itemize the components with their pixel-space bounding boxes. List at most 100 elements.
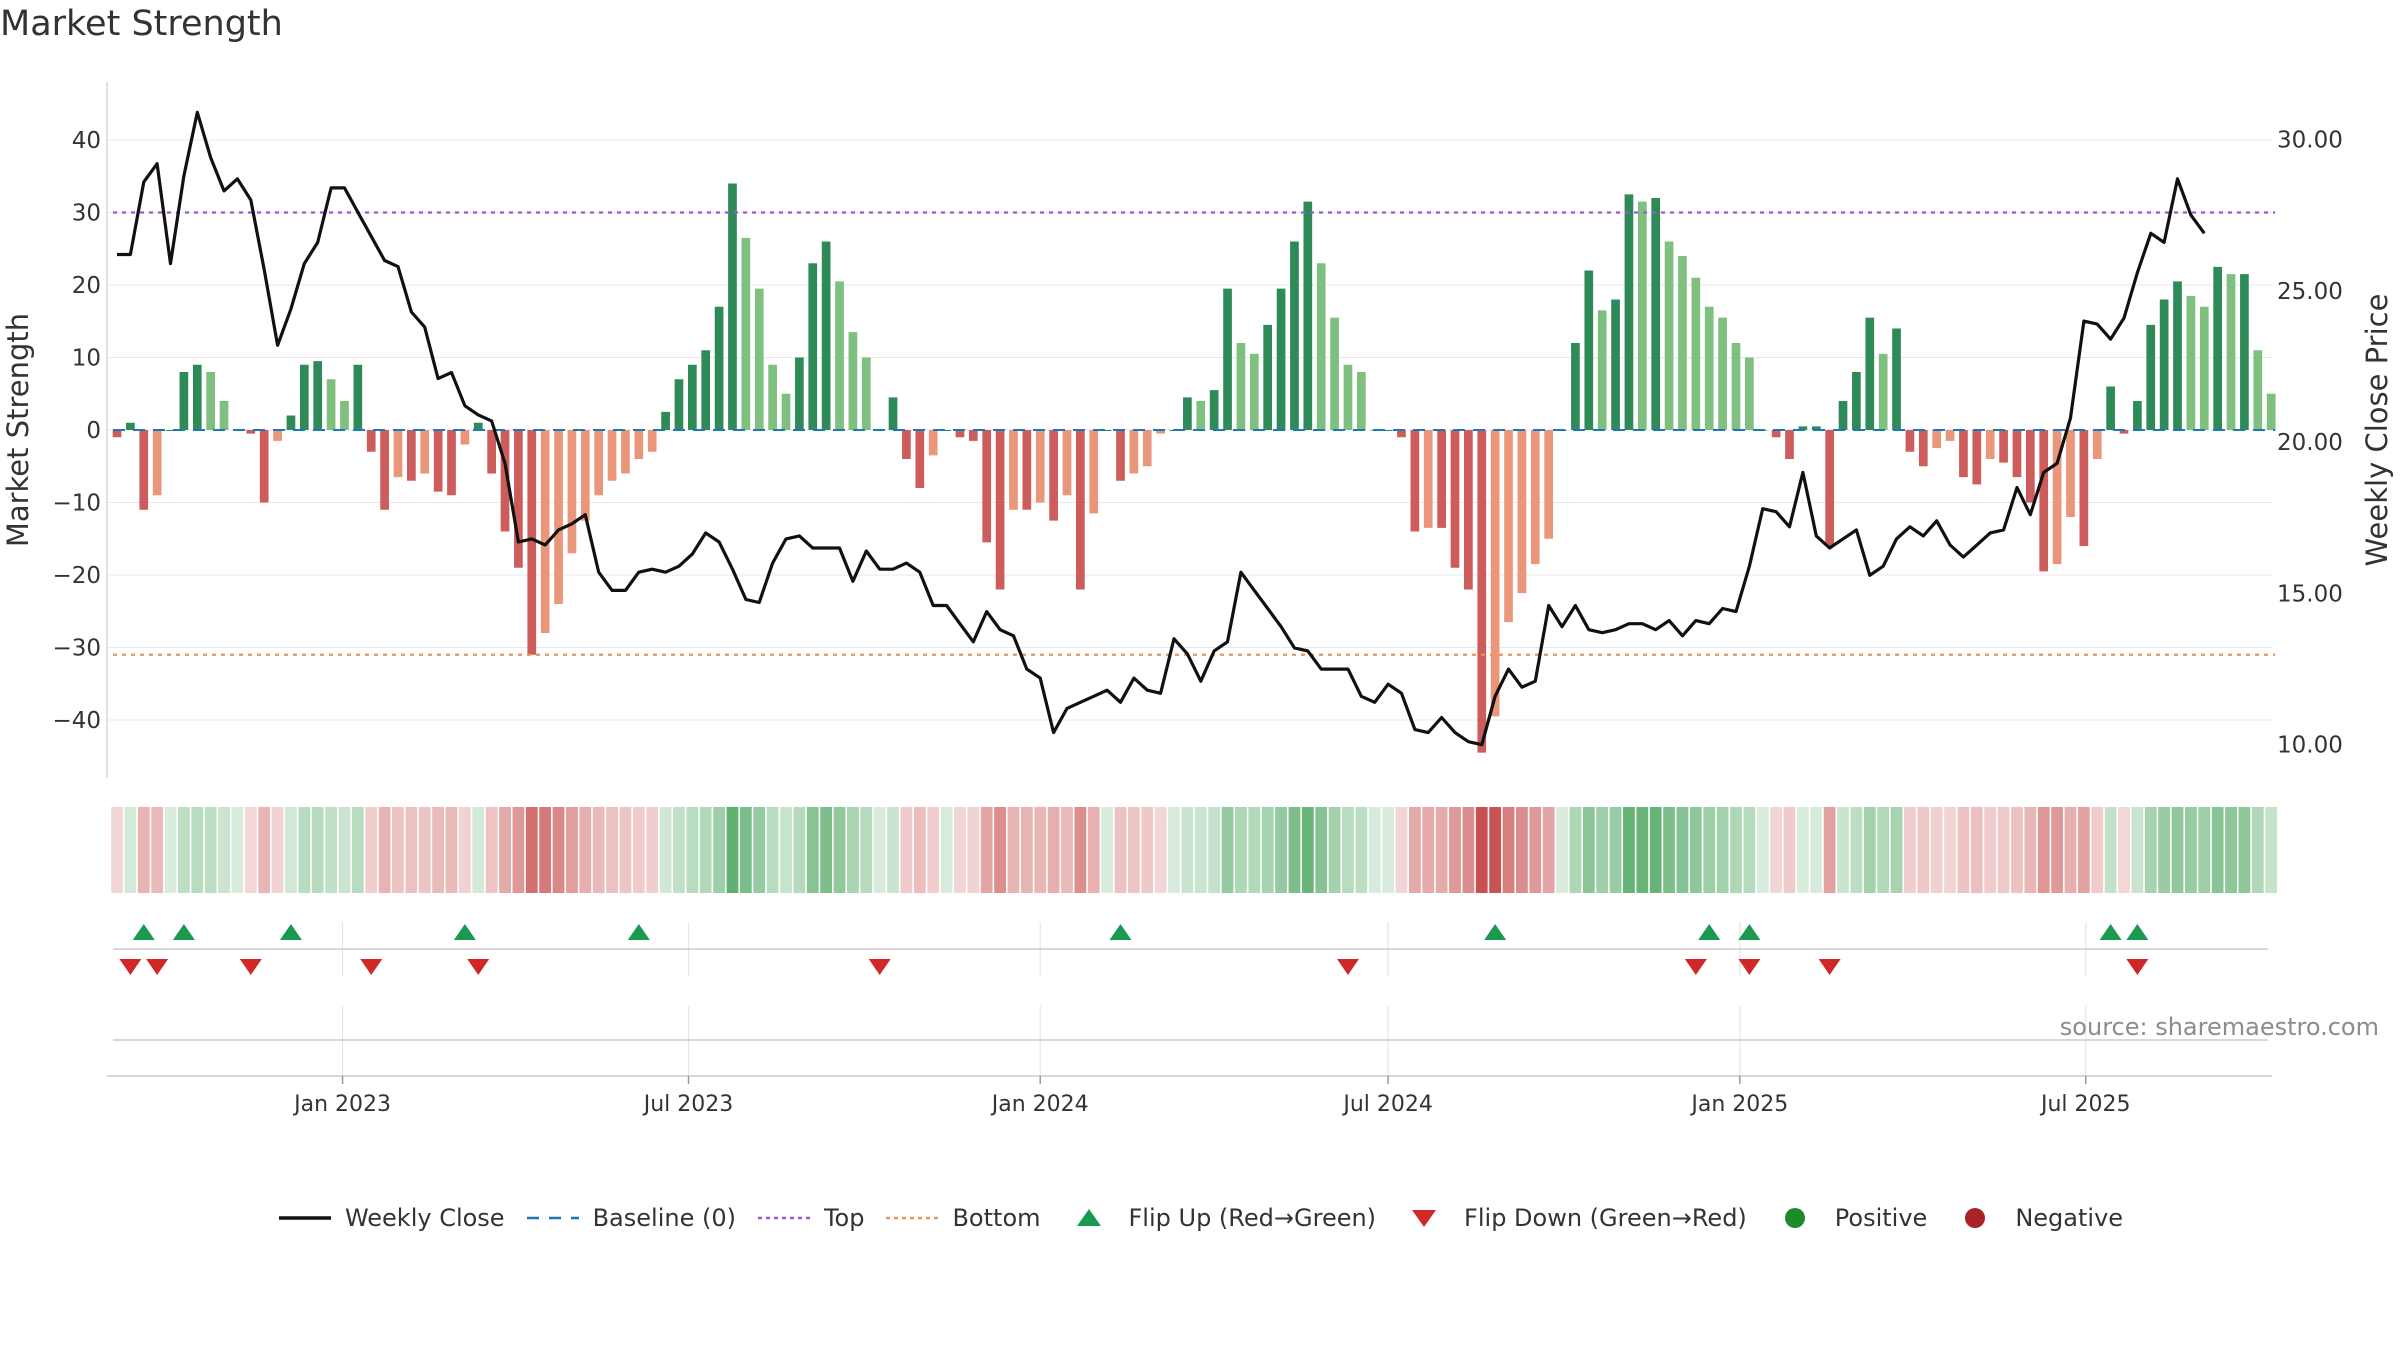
legend-item: Negative xyxy=(1947,1204,2123,1232)
strength-bar xyxy=(1423,430,1433,528)
strength-bar xyxy=(1116,430,1125,481)
strength-bar xyxy=(567,430,577,554)
heatstrip-cell xyxy=(191,807,204,893)
strength-bars xyxy=(112,183,2276,753)
strength-bar xyxy=(1490,430,1500,717)
heatstrip-cell xyxy=(1823,807,1836,893)
heatstrip-cell xyxy=(1957,807,1970,893)
strength-bar xyxy=(1009,430,1018,510)
strength-heatstrip xyxy=(111,807,2278,893)
heatstrip-cell xyxy=(1449,807,1461,893)
heatstrip-cell xyxy=(2225,807,2237,893)
triangle-down-icon xyxy=(1412,1210,1437,1227)
strength-bar xyxy=(1985,430,1995,459)
heatstrip-cell xyxy=(2211,807,2224,893)
strength-bar xyxy=(661,411,670,430)
weekly-close-line xyxy=(117,110,2206,747)
strength-bar xyxy=(514,430,523,568)
strength-bar xyxy=(1076,430,1085,590)
strength-bar xyxy=(1316,263,1326,430)
strength-bar xyxy=(166,430,175,431)
strength-bar xyxy=(2119,430,2129,434)
strength-bar xyxy=(2199,306,2209,430)
heatstrip-cell xyxy=(726,807,739,893)
heatstrip-cell xyxy=(833,807,846,893)
heatstrip-cell xyxy=(485,807,498,893)
heatstrip-cell xyxy=(445,807,458,893)
strength-bar xyxy=(1156,430,1165,434)
circle-icon xyxy=(1965,1208,1986,1228)
heatstrip-cell xyxy=(338,807,351,893)
heatstrip-cell xyxy=(311,807,324,893)
heatstrip-cell xyxy=(1810,807,1823,893)
strength-bar xyxy=(192,364,202,430)
strength-bar xyxy=(888,397,898,430)
heatstrip-cell xyxy=(1221,807,1234,893)
heatstrip-cell xyxy=(739,807,752,893)
axis-labels: Market Strength Weekly Close Price xyxy=(1,294,2394,567)
strength-bar xyxy=(353,364,363,430)
strength-bar xyxy=(273,430,282,441)
heatstrip-cell xyxy=(967,807,980,893)
flip-down-marker xyxy=(2126,959,2149,975)
source-note: source: sharemaestro.com xyxy=(2059,1013,2379,1041)
heatstrip-cell xyxy=(1288,807,1301,893)
y2-tick-label: 15.00 xyxy=(2277,581,2343,607)
y2-tick-label: 25.00 xyxy=(2277,279,2343,305)
strength-bar xyxy=(487,430,496,474)
heatstrip-cell xyxy=(1636,807,1649,893)
strength-bar xyxy=(594,430,604,496)
heatstrip-cell xyxy=(873,807,886,893)
heatstrip-cell xyxy=(124,807,137,893)
strength-bar xyxy=(2079,430,2089,546)
strength-bar xyxy=(1825,430,1834,546)
strength-bar xyxy=(1745,357,1754,430)
heatstrip-cell xyxy=(552,807,565,893)
heatstrip-cell xyxy=(405,807,418,893)
strength-bar xyxy=(1303,201,1313,430)
strength-bar xyxy=(1771,430,1781,438)
heatstrip-cell xyxy=(151,807,164,893)
strength-bar xyxy=(2159,299,2169,430)
heatstrip-cell xyxy=(392,807,404,893)
heatstrip-cell xyxy=(164,807,177,893)
strength-bar xyxy=(1838,401,1848,430)
strength-bar xyxy=(500,430,510,532)
heatstrip-cell xyxy=(1743,807,1756,893)
heatstrip-cell xyxy=(2158,807,2171,893)
heatstrip-cell xyxy=(1395,807,1408,893)
strength-bar xyxy=(1878,353,1888,430)
heatstrip-cell xyxy=(1663,807,1675,893)
heatstrip-cell xyxy=(2265,807,2278,893)
strength-bar xyxy=(1584,270,1594,430)
heatstrip-cell xyxy=(1837,807,1849,893)
strength-bar xyxy=(1945,430,1955,441)
heatstrip-cell xyxy=(1890,807,1903,893)
heatstrip-cell xyxy=(646,807,659,893)
strength-bar xyxy=(808,263,818,430)
strength-bar xyxy=(1704,306,1714,430)
flip-up-marker xyxy=(453,924,476,940)
heatstrip-cell xyxy=(699,807,712,893)
strength-bar xyxy=(447,430,456,496)
heatstrip-cell xyxy=(1542,807,1555,893)
heatstrip-cell xyxy=(1930,807,1943,893)
strength-bar xyxy=(1865,317,1875,430)
heatstrip-cell xyxy=(887,807,899,893)
strength-bar xyxy=(206,372,216,430)
flip-up-marker xyxy=(1109,924,1132,940)
heatstrip-cell xyxy=(1034,807,1047,893)
strength-bar xyxy=(1437,430,1446,528)
heatstrip-cell xyxy=(1516,807,1528,893)
flip-up-marker xyxy=(2126,924,2149,940)
strength-bar xyxy=(152,430,162,496)
legend-label: Negative xyxy=(2015,1204,2124,1232)
strength-bar xyxy=(915,430,925,488)
heatstrip-cell xyxy=(1127,807,1140,893)
flip-down-marker xyxy=(239,959,262,975)
strength-bar xyxy=(1597,310,1607,430)
strength-bar xyxy=(982,430,992,543)
flip-up-marker xyxy=(627,924,650,940)
flip-up-marker xyxy=(279,924,302,940)
heatstrip-cell xyxy=(1074,807,1087,893)
